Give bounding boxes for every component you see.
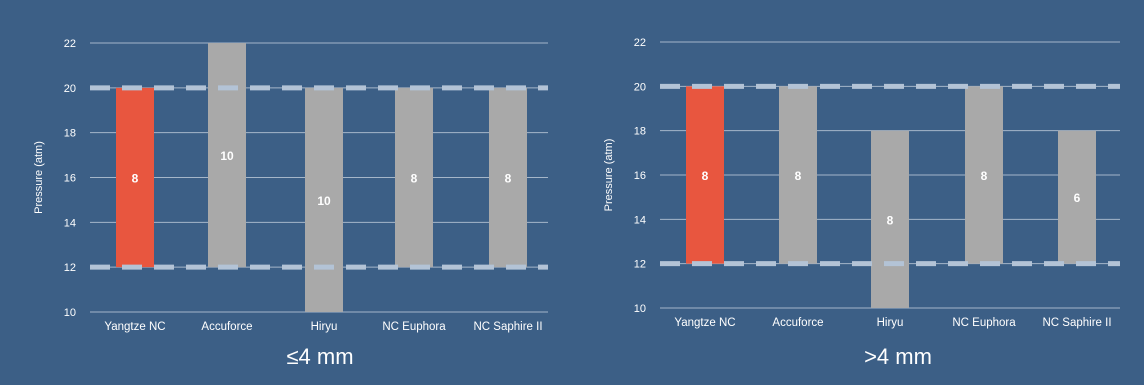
data-label: 8 bbox=[795, 169, 802, 183]
panel-title: ≤4 mm bbox=[286, 344, 353, 369]
bar-nc-euphora bbox=[395, 87, 433, 268]
y-tick-label: 22 bbox=[634, 37, 646, 49]
bar-hiryu bbox=[305, 87, 343, 312]
bar-nc-euphora bbox=[965, 86, 1003, 264]
y-tick-label: 16 bbox=[64, 173, 76, 185]
bar-accuforce bbox=[208, 43, 246, 268]
category-label: Accuforce bbox=[201, 321, 252, 333]
bar-yangtze-nc bbox=[116, 87, 154, 268]
category-label: NC Saphire II bbox=[473, 321, 542, 333]
y-tick-label: 22 bbox=[64, 38, 76, 50]
bar-nc-saphire-ii bbox=[489, 87, 527, 268]
y-tick-label: 12 bbox=[634, 259, 646, 271]
y-axis-label: Pressure (atm) bbox=[33, 141, 45, 214]
y-tick-label: 18 bbox=[634, 126, 646, 138]
data-label: 6 bbox=[1074, 191, 1081, 205]
bar-hiryu bbox=[871, 130, 909, 308]
data-label: 8 bbox=[702, 169, 709, 183]
y-axis-label: Pressure (atm) bbox=[603, 139, 615, 212]
y-tick-label: 18 bbox=[64, 128, 76, 140]
bar-accuforce bbox=[779, 86, 817, 264]
bar-nc-saphire-ii bbox=[1058, 130, 1096, 264]
category-label: Yangtze NC bbox=[104, 321, 165, 333]
y-tick-label: 14 bbox=[64, 217, 76, 229]
y-tick-label: 20 bbox=[634, 81, 646, 93]
category-label: Yangtze NC bbox=[674, 317, 735, 329]
category-label: NC Euphora bbox=[952, 317, 1016, 329]
chart-2: 10 12 14 16 18 20 22 Pressure (atm) 8 Yangtze NC 8… bbox=[603, 37, 1120, 369]
y-tick-label: 10 bbox=[634, 303, 646, 315]
data-label: 8 bbox=[505, 172, 512, 186]
category-label: Accuforce bbox=[772, 317, 823, 329]
data-label: 10 bbox=[220, 149, 234, 163]
data-label: 8 bbox=[887, 213, 894, 227]
data-label: 10 bbox=[317, 194, 331, 208]
y-tick-label: 14 bbox=[634, 214, 646, 226]
bar-yangtze-nc bbox=[686, 86, 724, 264]
chart-1: 10 12 14 16 18 20 22 Pressure (atm) 8 Yangtze NC 1… bbox=[33, 38, 548, 369]
data-label: 8 bbox=[132, 172, 139, 186]
y-tick-label: 16 bbox=[634, 170, 646, 182]
category-label: Hiryu bbox=[311, 321, 338, 333]
y-tick-label: 12 bbox=[64, 262, 76, 274]
category-label: Hiryu bbox=[877, 317, 904, 329]
panel-title: >4 mm bbox=[864, 344, 932, 369]
data-label: 8 bbox=[411, 172, 418, 186]
y-tick-label: 10 bbox=[64, 307, 76, 319]
data-label: 8 bbox=[981, 169, 988, 183]
category-label: NC Euphora bbox=[382, 321, 446, 333]
y-tick-label: 20 bbox=[64, 83, 76, 95]
category-label: NC Saphire II bbox=[1042, 317, 1111, 329]
